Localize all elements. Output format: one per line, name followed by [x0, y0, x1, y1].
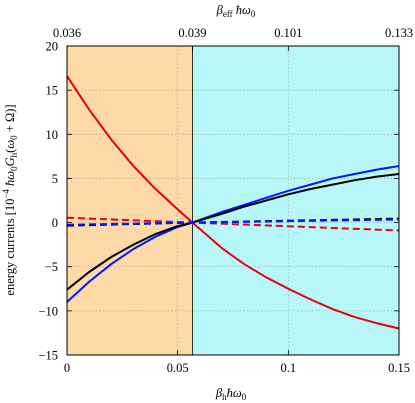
y-tick-label: −5 [45, 260, 58, 274]
top-tick-label: 0.036 [53, 26, 81, 40]
region-2 [192, 46, 399, 355]
y-tick-label: 20 [46, 40, 59, 54]
y-tick-label: 5 [52, 172, 58, 186]
y-tick-label: 15 [46, 84, 59, 98]
series-line-3 [66, 165, 400, 303]
x-tick-labels: 0 0.05 0.1 0.15 [64, 361, 410, 375]
x-tick-label: 0 [64, 361, 70, 375]
series-lines [66, 75, 400, 330]
region-1 [67, 46, 193, 355]
top-tick-label: 0.133 [385, 26, 413, 40]
series-line-4 [66, 173, 400, 291]
y-tick-labels: −15 −10 −5 0 5 10 15 20 [38, 40, 58, 363]
x-tick-label: 0.05 [167, 361, 189, 375]
shaded-regions [67, 46, 399, 355]
x-axis-label: βhħω0 [215, 386, 247, 402]
y-tick-label: −10 [38, 304, 58, 318]
tick-marks [66, 45, 400, 356]
y-tick-label: 10 [46, 128, 59, 142]
y-axis-label: energy currents [10−4 ħω0Gh(ω0 + Ω)] [1, 104, 19, 295]
plot-frame [66, 45, 400, 356]
y-tick-label: 0 [52, 216, 58, 230]
top-axis-tick-labels: 0.036 0.039 0.101 0.133 [53, 26, 413, 40]
top-tick-label: 0.101 [274, 26, 302, 40]
x-tick-label: 0.1 [281, 361, 297, 375]
series-line-1 [66, 75, 400, 330]
top-axis-label: βeff ħω0 [216, 3, 256, 19]
series-line-6 [66, 218, 400, 226]
top-tick-label: 0.039 [178, 26, 206, 40]
x-tick-label: 0.15 [388, 361, 410, 375]
y-tick-label: −15 [38, 349, 58, 363]
